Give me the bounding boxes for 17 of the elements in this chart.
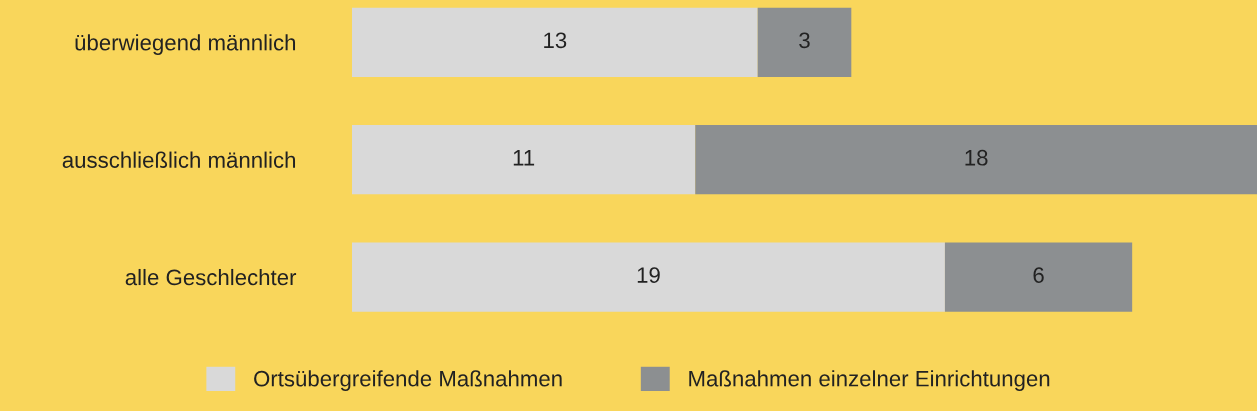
data-label: 11	[513, 150, 535, 166]
bar	[352, 242, 945, 312]
bar	[757, 7, 852, 77]
bar	[352, 125, 696, 195]
data-label: 3	[799, 32, 810, 49]
bar	[695, 125, 1257, 195]
y-tick-label: alle Geschlechter	[125, 268, 297, 286]
data-label: 19	[637, 267, 660, 283]
y-tick-label: ausschließlich männlich	[62, 151, 296, 168]
data-label: 18	[965, 149, 988, 166]
bar	[352, 7, 758, 77]
data-label: 6	[1033, 267, 1044, 283]
y-tick-label: überwiegend männlich	[75, 34, 296, 55]
bar	[944, 242, 1133, 312]
data-label: 13	[544, 32, 567, 49]
legend-label: Maßnahmen einzelner Einrichtungen	[689, 370, 1050, 391]
legend-label: Ortsübergreifende Maßnahmen	[254, 370, 562, 391]
